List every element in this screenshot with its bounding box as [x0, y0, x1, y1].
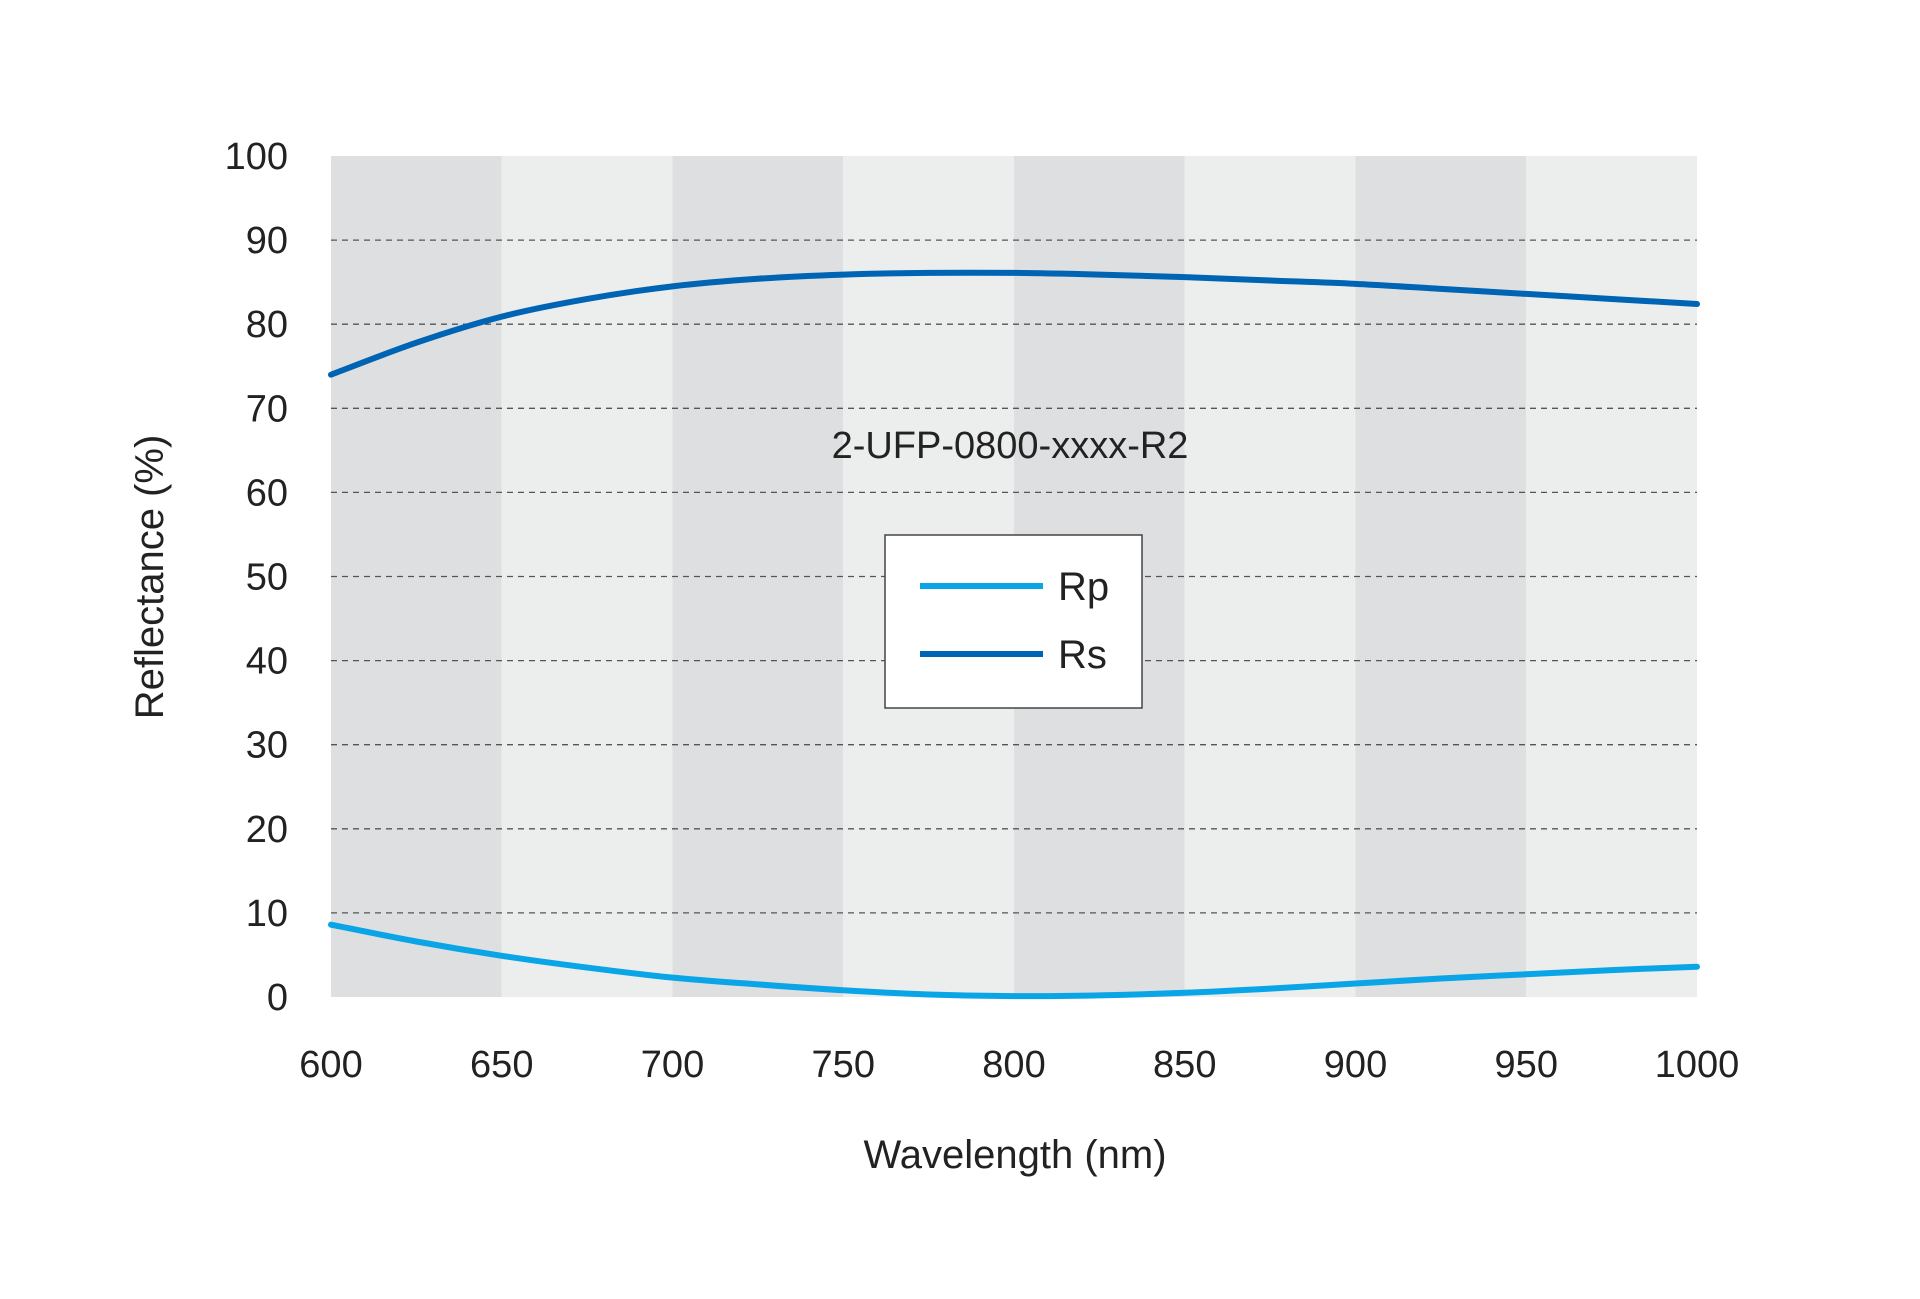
y-tick-label: 20: [246, 809, 288, 851]
chart-annotation: 2-UFP-0800-xxxx-R2: [832, 425, 1189, 467]
x-axis-ticks: 600 650 700 750 800 850 900 950 1000: [299, 1044, 1739, 1086]
legend-box: [884, 534, 1143, 709]
series-line-rp: [328, 921, 1700, 1000]
x-tick-label: 900: [1324, 1044, 1387, 1086]
x-tick-label: 1000: [1655, 1044, 1740, 1086]
x-tick-label: 600: [299, 1044, 362, 1086]
x-tick-label: 800: [982, 1044, 1045, 1086]
y-tick-label: 60: [246, 472, 288, 514]
y-tick-label: 100: [225, 136, 288, 178]
data-series: [328, 269, 1700, 1000]
x-tick-label: 850: [1153, 1044, 1216, 1086]
x-tick-label: 750: [812, 1044, 875, 1086]
y-tick-label: 0: [267, 977, 288, 1019]
background-band: [331, 156, 502, 997]
background-band: [672, 156, 844, 997]
legend-label-rp: Rp: [1058, 565, 1109, 609]
x-tick-label: 950: [1495, 1044, 1558, 1086]
y-tick-label: 10: [246, 893, 288, 935]
y-axis-ticks: 0 10 20 30 40 50 60 70 80 90 100: [225, 136, 288, 1019]
x-axis-title: Wavelength (nm): [863, 1133, 1166, 1177]
y-axis-title: Reflectance (%): [128, 435, 172, 720]
y-tick-label: 50: [246, 557, 288, 599]
y-tick-label: 80: [246, 304, 288, 346]
y-tick-label: 30: [246, 725, 288, 767]
legend: Rp Rs: [884, 534, 1143, 709]
legend-label-rs: Rs: [1058, 633, 1107, 677]
y-tick-label: 40: [246, 641, 288, 683]
x-tick-label: 700: [641, 1044, 704, 1086]
y-tick-label: 70: [246, 388, 288, 430]
x-tick-label: 650: [470, 1044, 533, 1086]
series-line-rs: [328, 269, 1700, 378]
y-tick-label: 90: [246, 220, 288, 262]
